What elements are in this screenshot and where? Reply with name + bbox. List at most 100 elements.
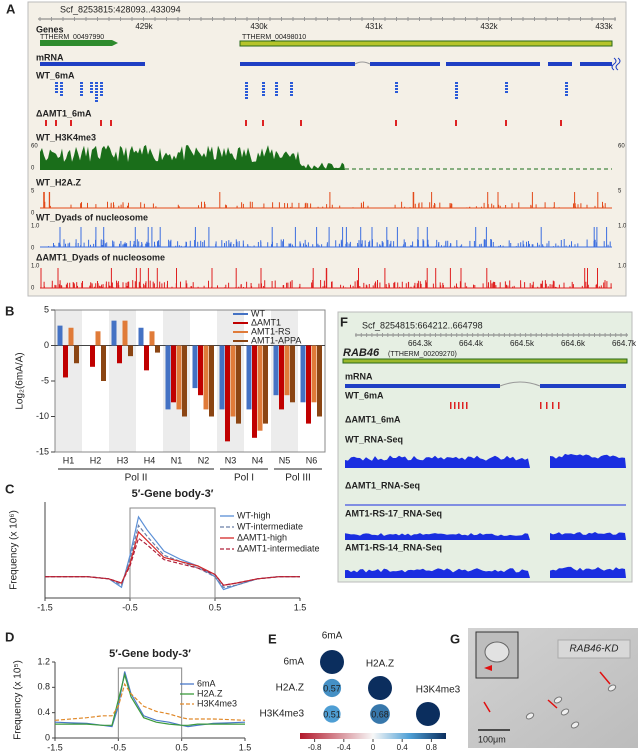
site bbox=[245, 91, 248, 93]
x-tick-label: N1 bbox=[171, 455, 183, 465]
legend-label: AMT1-RS bbox=[251, 326, 291, 336]
legend-label: WT-high bbox=[237, 510, 271, 520]
site bbox=[565, 91, 568, 93]
legend-label: ΔAMT1 bbox=[251, 317, 281, 327]
site bbox=[458, 402, 460, 409]
y-tick-label: 0 bbox=[44, 340, 49, 350]
site bbox=[45, 120, 47, 126]
correlation-cell bbox=[322, 678, 342, 698]
chart-title: 5′-Gene body-3′ bbox=[109, 648, 191, 660]
site bbox=[100, 120, 102, 126]
site bbox=[95, 97, 98, 99]
site bbox=[95, 88, 98, 90]
panel-letter: G bbox=[450, 631, 460, 646]
correlation-cell bbox=[370, 704, 390, 724]
scale-label: 1.0 bbox=[618, 264, 627, 270]
site bbox=[245, 82, 248, 84]
gene-name: RAB46 bbox=[343, 347, 380, 359]
x-tick-label: H1 bbox=[63, 455, 75, 465]
row-label: H2A.Z bbox=[276, 683, 304, 694]
exon bbox=[580, 62, 612, 66]
legend-label: H3K4me3 bbox=[197, 698, 237, 708]
label: Genes bbox=[36, 24, 64, 34]
site bbox=[100, 91, 103, 93]
site bbox=[95, 100, 98, 102]
label: (TTHERM_00209270) bbox=[388, 351, 457, 358]
arrow bbox=[547, 699, 558, 709]
scale-label: 5 bbox=[618, 189, 622, 195]
colorbar bbox=[300, 733, 446, 739]
intron bbox=[499, 381, 541, 387]
tick-label: 430k bbox=[250, 22, 268, 31]
label: TTHERM_00498010 bbox=[242, 34, 306, 41]
correlation-cell bbox=[320, 650, 344, 674]
site bbox=[55, 91, 58, 93]
x-tick-label: -1.5 bbox=[37, 602, 53, 612]
bar bbox=[290, 345, 295, 403]
site bbox=[90, 91, 93, 93]
site bbox=[110, 120, 112, 126]
site bbox=[455, 88, 458, 90]
site bbox=[455, 91, 458, 93]
bar bbox=[219, 345, 225, 410]
x-tick-label: N2 bbox=[198, 455, 210, 465]
tick-label: 664.7k bbox=[612, 339, 637, 348]
bar bbox=[257, 345, 263, 431]
bar bbox=[95, 331, 101, 346]
bar bbox=[230, 345, 236, 417]
gene bbox=[40, 40, 118, 46]
cell-label: 0.57 bbox=[323, 683, 341, 693]
legend-label: 6mA bbox=[197, 678, 216, 688]
site bbox=[455, 82, 458, 84]
tick-label: 432k bbox=[480, 22, 498, 31]
site bbox=[60, 88, 63, 90]
site bbox=[100, 82, 103, 84]
x-tick-label: N5 bbox=[279, 455, 291, 465]
site bbox=[505, 85, 508, 87]
bar bbox=[192, 345, 198, 389]
site bbox=[55, 82, 58, 84]
track-label: AMT1-RS-14_RNA-Seq bbox=[345, 542, 442, 552]
bar bbox=[138, 327, 144, 346]
x-tick-label: H4 bbox=[144, 455, 156, 465]
x-tick-label: N4 bbox=[252, 455, 264, 465]
line bbox=[55, 672, 245, 726]
arrow bbox=[483, 701, 491, 713]
bar bbox=[317, 345, 322, 417]
cell bbox=[553, 696, 563, 704]
site bbox=[395, 82, 398, 84]
site bbox=[455, 97, 458, 99]
bar bbox=[182, 345, 187, 417]
column-label: H2A.Z bbox=[366, 659, 394, 670]
bar bbox=[246, 345, 252, 410]
site bbox=[262, 120, 264, 126]
site bbox=[100, 94, 103, 96]
coverage bbox=[40, 145, 345, 170]
site bbox=[454, 402, 456, 409]
panel-letter: E bbox=[268, 631, 277, 646]
y-axis-label: Frequency (x 10⁵) bbox=[13, 660, 24, 740]
site bbox=[540, 402, 542, 409]
arrow bbox=[599, 671, 611, 685]
site bbox=[60, 82, 63, 84]
legend-label: AMT1-APPA bbox=[251, 335, 301, 345]
bar bbox=[74, 345, 79, 364]
arrow bbox=[484, 665, 492, 671]
scale-label: 1.0 bbox=[31, 224, 40, 230]
site bbox=[100, 85, 103, 87]
y-tick-label: 0.4 bbox=[37, 707, 50, 717]
site bbox=[95, 85, 98, 87]
chart-title: 5′-Gene body-3′ bbox=[132, 488, 214, 500]
legend-label: WT bbox=[251, 308, 265, 318]
site bbox=[90, 85, 93, 87]
track-label: WT_6mA bbox=[345, 390, 384, 400]
bar bbox=[171, 345, 176, 403]
site bbox=[290, 94, 293, 96]
bar bbox=[68, 327, 74, 346]
scale-label: 60 bbox=[618, 144, 625, 150]
bar bbox=[306, 345, 311, 424]
bar bbox=[165, 345, 171, 410]
legend-label: ΔAMT1-intermediate bbox=[237, 543, 320, 553]
site bbox=[290, 91, 293, 93]
bar bbox=[252, 345, 257, 438]
